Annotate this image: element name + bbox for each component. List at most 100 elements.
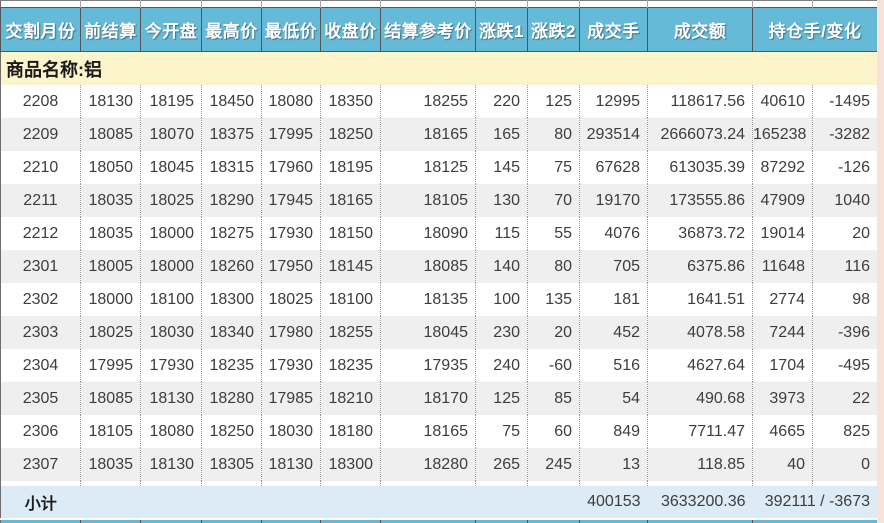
cell-low: 17985 (261, 382, 321, 415)
cell-change2: 70 (527, 184, 580, 217)
cell-low: 18080 (261, 85, 321, 118)
cell-change2: 80 (527, 250, 580, 283)
cell-settlement-ref: 18085 (380, 250, 476, 283)
cell-volume: 67628 (579, 151, 648, 184)
cell-turnover: 2666073.24 (647, 118, 753, 151)
cell-high: 18315 (201, 151, 262, 184)
col-header-change2: 涨跌2 (527, 7, 580, 52)
cell-delivery-month: 2302 (0, 283, 81, 316)
cell-volume: 12995 (579, 85, 648, 118)
cell-prev-settlement: 18005 (80, 250, 141, 283)
cell-open: 17930 (140, 349, 202, 382)
cell-delivery-month: 2307 (0, 448, 81, 481)
cell-delivery-month: 2305 (0, 382, 81, 415)
cell-open-interest: 87292 (752, 151, 813, 184)
cell-low: 17930 (261, 217, 321, 250)
cell-delivery-month: 2208 (0, 85, 81, 118)
cell-close: 18235 (320, 349, 381, 382)
cell-high: 18280 (201, 382, 262, 415)
table-row: 2307 18035 18130 18305 18130 18300 18280… (0, 448, 878, 481)
cell-close: 18210 (320, 382, 381, 415)
cell-close: 18165 (320, 184, 381, 217)
table-row: 2306 18105 18080 18250 18030 18180 18165… (0, 415, 878, 448)
commodity-name-row: 商品名称:铝 (0, 51, 878, 85)
col-header-volume: 成交手 (579, 7, 648, 52)
cell-open-interest-change: 825 (812, 415, 878, 448)
col-header-turnover: 成交额 (647, 7, 753, 52)
cell-prev-settlement: 18025 (80, 316, 141, 349)
cell-settlement-ref: 18280 (380, 448, 476, 481)
cell-prev-settlement: 18130 (80, 85, 141, 118)
cell-settlement-ref: 18090 (380, 217, 476, 250)
cell-close: 18300 (320, 448, 381, 481)
cell-open-interest-change: 20 (812, 217, 878, 250)
col-header-change1: 涨跌1 (475, 7, 528, 52)
cell-low: 17960 (261, 151, 321, 184)
cell-volume: 13 (579, 448, 648, 481)
cell-prev-settlement: 18000 (80, 283, 141, 316)
col-header-settlement-ref: 结算参考价 (380, 7, 476, 52)
cell-low: 18030 (261, 415, 321, 448)
cell-change2: -60 (527, 349, 580, 382)
cell-change2: 85 (527, 382, 580, 415)
cell-settlement-ref: 18125 (380, 151, 476, 184)
cell-prev-settlement: 18035 (80, 217, 141, 250)
cell-settlement-ref: 18135 (380, 283, 476, 316)
cell-turnover: 36873.72 (647, 217, 753, 250)
cell-change2: 20 (527, 316, 580, 349)
cell-open: 18100 (140, 283, 202, 316)
cell-volume: 19170 (579, 184, 648, 217)
cell-close: 18350 (320, 85, 381, 118)
cell-open-interest-change: 1040 (812, 184, 878, 217)
subtotal-open-interest: 392111 / -3673 (752, 486, 878, 520)
cell-close: 18100 (320, 283, 381, 316)
cell-close: 18180 (320, 415, 381, 448)
cell-open-interest: 2774 (752, 283, 813, 316)
cell-open-interest-change: 22 (812, 382, 878, 415)
cell-open-interest-change: 116 (812, 250, 878, 283)
table-row: 2303 18025 18030 18340 17980 18255 18045… (0, 316, 878, 349)
cell-high: 18250 (201, 415, 262, 448)
cell-open: 18195 (140, 85, 202, 118)
cell-open: 18130 (140, 448, 202, 481)
table-row: 2211 18035 18025 18290 17945 18165 18105… (0, 184, 878, 217)
cell-delivery-month: 2303 (0, 316, 81, 349)
cell-low: 17930 (261, 349, 321, 382)
cell-open-interest: 3973 (752, 382, 813, 415)
cell-open-interest-change: -396 (812, 316, 878, 349)
cell-turnover: 118.85 (647, 448, 753, 481)
cell-open-interest: 4665 (752, 415, 813, 448)
cell-low: 17995 (261, 118, 321, 151)
cell-open-interest-change: -126 (812, 151, 878, 184)
subtotal-volume: 400153 (579, 486, 648, 520)
cell-volume: 849 (579, 415, 648, 448)
cell-turnover: 4627.64 (647, 349, 753, 382)
cell-change1: 140 (475, 250, 528, 283)
cell-turnover: 7711.47 (647, 415, 753, 448)
cell-change2: 75 (527, 151, 580, 184)
cell-settlement-ref: 17935 (380, 349, 476, 382)
cell-high: 18275 (201, 217, 262, 250)
cell-change1: 130 (475, 184, 528, 217)
cell-volume: 293514 (579, 118, 648, 151)
cell-delivery-month: 2306 (0, 415, 81, 448)
cell-delivery-month: 2212 (0, 217, 81, 250)
cell-change1: 115 (475, 217, 528, 250)
cell-open-interest: 11648 (752, 250, 813, 283)
cell-close: 18145 (320, 250, 381, 283)
cell-open: 18000 (140, 217, 202, 250)
cell-open-interest: 40610 (752, 85, 813, 118)
cell-prev-settlement: 18035 (80, 184, 141, 217)
cell-open-interest: 7244 (752, 316, 813, 349)
cell-open: 18070 (140, 118, 202, 151)
cell-turnover: 4078.58 (647, 316, 753, 349)
cell-high: 18340 (201, 316, 262, 349)
next-table-header-strip (0, 518, 878, 523)
cell-low: 17945 (261, 184, 321, 217)
cell-delivery-month: 2210 (0, 151, 81, 184)
cell-settlement-ref: 18170 (380, 382, 476, 415)
cell-settlement-ref: 18045 (380, 316, 476, 349)
cell-open-interest-change: -3282 (812, 118, 878, 151)
cell-change2: 135 (527, 283, 580, 316)
